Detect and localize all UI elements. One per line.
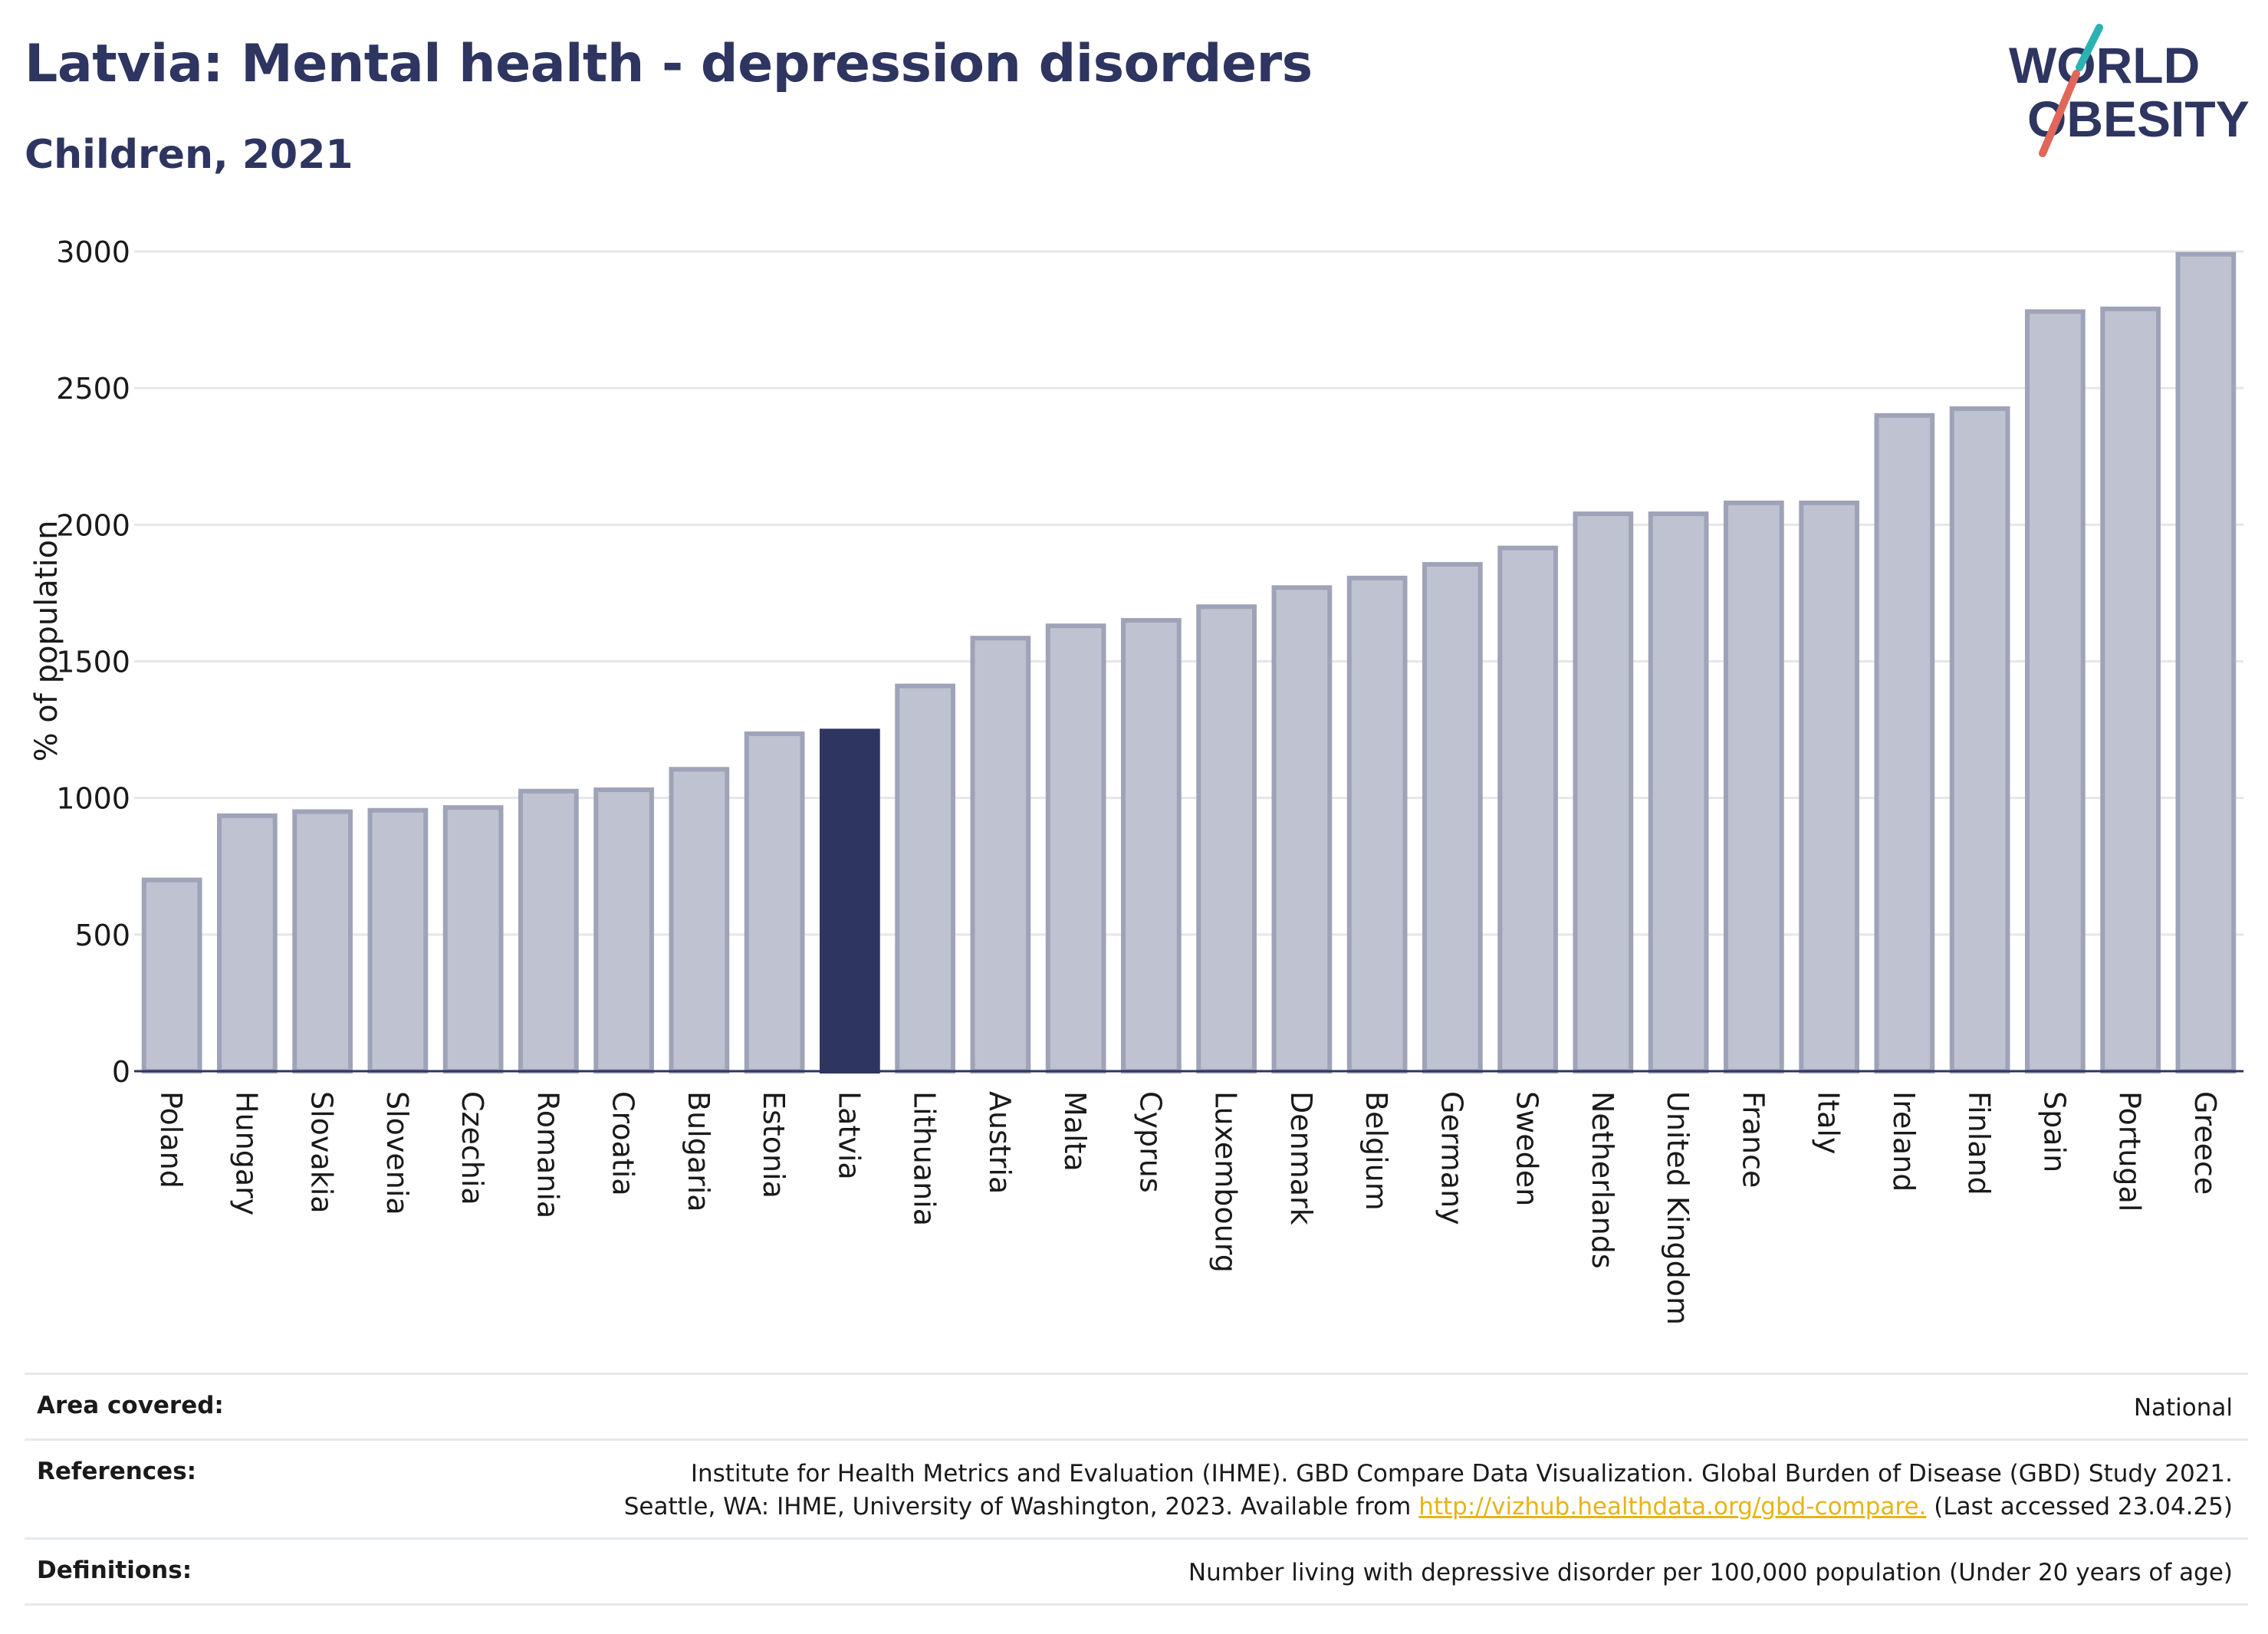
bar-spain [2025, 309, 2086, 1074]
bar-latvia [820, 728, 880, 1073]
y-tick-label: 1000 [56, 782, 130, 816]
y-tick-label: 2500 [56, 372, 130, 406]
x-tick-label: Netherlands [1586, 1091, 1619, 1269]
definitions-value: Number living with depressive disorder p… [1188, 1559, 2233, 1586]
bar-netherlands [1573, 511, 1634, 1073]
bar-belgium [1346, 575, 1408, 1073]
x-tick-label: Portugal [2113, 1091, 2147, 1212]
y-tick-label: 3000 [56, 235, 130, 269]
bar-finland [1949, 406, 2010, 1073]
x-tick-label: Poland [154, 1091, 188, 1189]
x-tick-label: Hungary [229, 1091, 263, 1215]
x-tick-label: Slovenia [380, 1091, 414, 1215]
references-line2-prefix: Seattle, WA: IHME, University of Washing… [623, 1493, 1419, 1521]
bar-croatia [593, 787, 654, 1074]
references-line1: Institute for Health Metrics and Evaluat… [690, 1460, 2233, 1488]
bar-chart: % of population 0 500 1000 1500 2000 2500 3000… [29, 235, 2243, 1325]
bar-luxembourg [1196, 604, 1257, 1073]
x-tick-label: Slovakia [305, 1091, 339, 1214]
bar-czechia [442, 805, 504, 1073]
references-label: References: [37, 1458, 197, 1485]
bar-lithuania [895, 683, 955, 1073]
x-tick-label: Estonia [757, 1091, 791, 1198]
y-tick-label: 0 [112, 1055, 130, 1089]
y-tick-label: 1500 [56, 646, 130, 679]
x-tick-label: Belgium [1359, 1091, 1393, 1211]
x-tick-label: Czechia [455, 1091, 489, 1205]
references-value: Institute for Health Metrics and Evaluat… [624, 1458, 2233, 1524]
chart-subtitle: Children, 2021 [25, 132, 353, 178]
bar-bulgaria [669, 767, 730, 1073]
area-covered-row: Area covered: National [25, 1373, 2248, 1438]
x-tick-label: France [1736, 1091, 1770, 1188]
x-tick-label: Austria [983, 1091, 1017, 1194]
x-tick-label: Spain [2037, 1091, 2071, 1172]
bar-denmark [1271, 585, 1333, 1073]
x-tick-label: Greece [2188, 1091, 2222, 1195]
world-obesity-logo: WORLD OBESITY [2009, 24, 2250, 157]
bar-italy [1799, 500, 1859, 1073]
bar-germany [1422, 562, 1483, 1073]
bar-austria [970, 636, 1031, 1073]
logo-coral-slash [2039, 70, 2080, 157]
x-tick-label: Finland [1962, 1091, 1996, 1195]
bar-greece [2175, 252, 2237, 1073]
x-tick-label: Bulgaria [682, 1091, 715, 1212]
definitions-row: Definitions: Number living with depressi… [25, 1537, 2248, 1606]
references-link[interactable]: http://vizhub.healthdata.org/gbd-compare… [1418, 1493, 1927, 1521]
bar-cyprus [1121, 618, 1182, 1073]
y-tick-label: 2000 [56, 508, 130, 542]
chart-footer: Area covered: National References: Insti… [25, 1373, 2248, 1606]
x-tick-label: Malta [1058, 1091, 1092, 1172]
logo-teal-slash [2076, 24, 2103, 71]
references-line2-suffix: (Last accessed 23.04.25) [1926, 1493, 2233, 1521]
chart-title: Latvia: Mental health - depression disor… [25, 34, 1313, 94]
x-tick-label: Cyprus [1133, 1091, 1167, 1193]
bar-slovakia [292, 809, 353, 1073]
area-covered-value: National [2133, 1394, 2233, 1422]
bar-portugal [2100, 306, 2161, 1073]
y-axis-label: % of population [29, 521, 64, 762]
bar-france [1724, 500, 1784, 1073]
area-covered-label: Area covered: [37, 1392, 224, 1419]
logo-line1: WORLD [2009, 37, 2200, 94]
bar-sweden [1497, 545, 1558, 1073]
bar-united-kingdom [1648, 511, 1709, 1073]
bar-ireland [1874, 413, 1935, 1073]
bar-malta [1045, 623, 1106, 1073]
x-tick-label: Italy [1812, 1091, 1846, 1154]
x-tick-label: Lithuania [908, 1091, 942, 1226]
x-tick-label: Croatia [606, 1091, 640, 1196]
x-tick-label: Ireland [1887, 1091, 1921, 1192]
bar-hungary [217, 813, 278, 1074]
x-tick-label: Germany [1435, 1091, 1468, 1225]
x-tick-label: Romania [531, 1091, 564, 1218]
bar-estonia [744, 731, 805, 1073]
references-row: References: Institute for Health Metrics… [25, 1438, 2248, 1537]
x-tick-label: Latvia [832, 1091, 866, 1180]
x-tick-label: United Kingdom [1661, 1091, 1694, 1325]
bar-romania [518, 788, 579, 1073]
definitions-label: Definitions: [37, 1557, 192, 1584]
x-tick-label: Denmark [1284, 1091, 1318, 1225]
x-tick-label: Luxembourg [1209, 1091, 1243, 1273]
bar-poland [141, 877, 202, 1073]
bar-slovenia [367, 807, 429, 1073]
x-tick-label: Sweden [1510, 1091, 1544, 1206]
y-tick-label: 500 [74, 919, 130, 952]
